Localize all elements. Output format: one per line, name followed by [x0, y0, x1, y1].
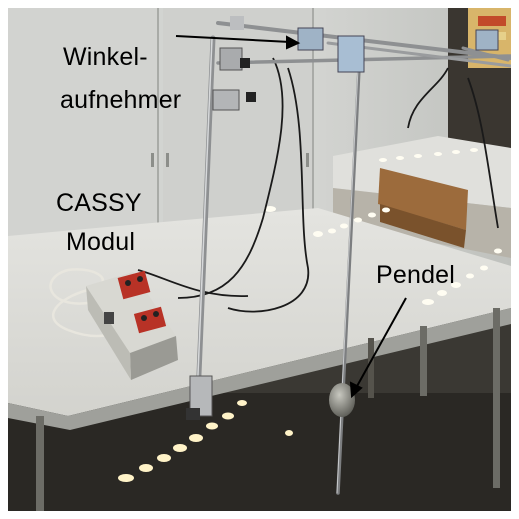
- pendulum-bob: [329, 383, 355, 417]
- clamps: [186, 16, 499, 420]
- table-leg: [36, 416, 44, 511]
- cables: [137, 57, 499, 313]
- photo-frame: Winkel- aufnehmer CASSY Modul Pendel: [8, 8, 511, 511]
- cassy-module: [86, 270, 178, 380]
- light-spots: [264, 148, 502, 305]
- lab-photo: [8, 8, 511, 511]
- cabinet-left: [8, 8, 158, 248]
- table-edge: [8, 308, 511, 430]
- chair: [378, 168, 468, 230]
- annotation-arrows: [175, 35, 407, 399]
- label-cassy-line2: Modul: [66, 228, 136, 256]
- label-winkel-line1: Winkel-: [63, 43, 148, 71]
- floor-light-spots: [118, 400, 293, 482]
- label-cassy-line1: CASSY: [56, 189, 142, 217]
- label-pendel: Pendel: [376, 261, 456, 289]
- label-winkel-line2: aufnehmer: [60, 86, 182, 114]
